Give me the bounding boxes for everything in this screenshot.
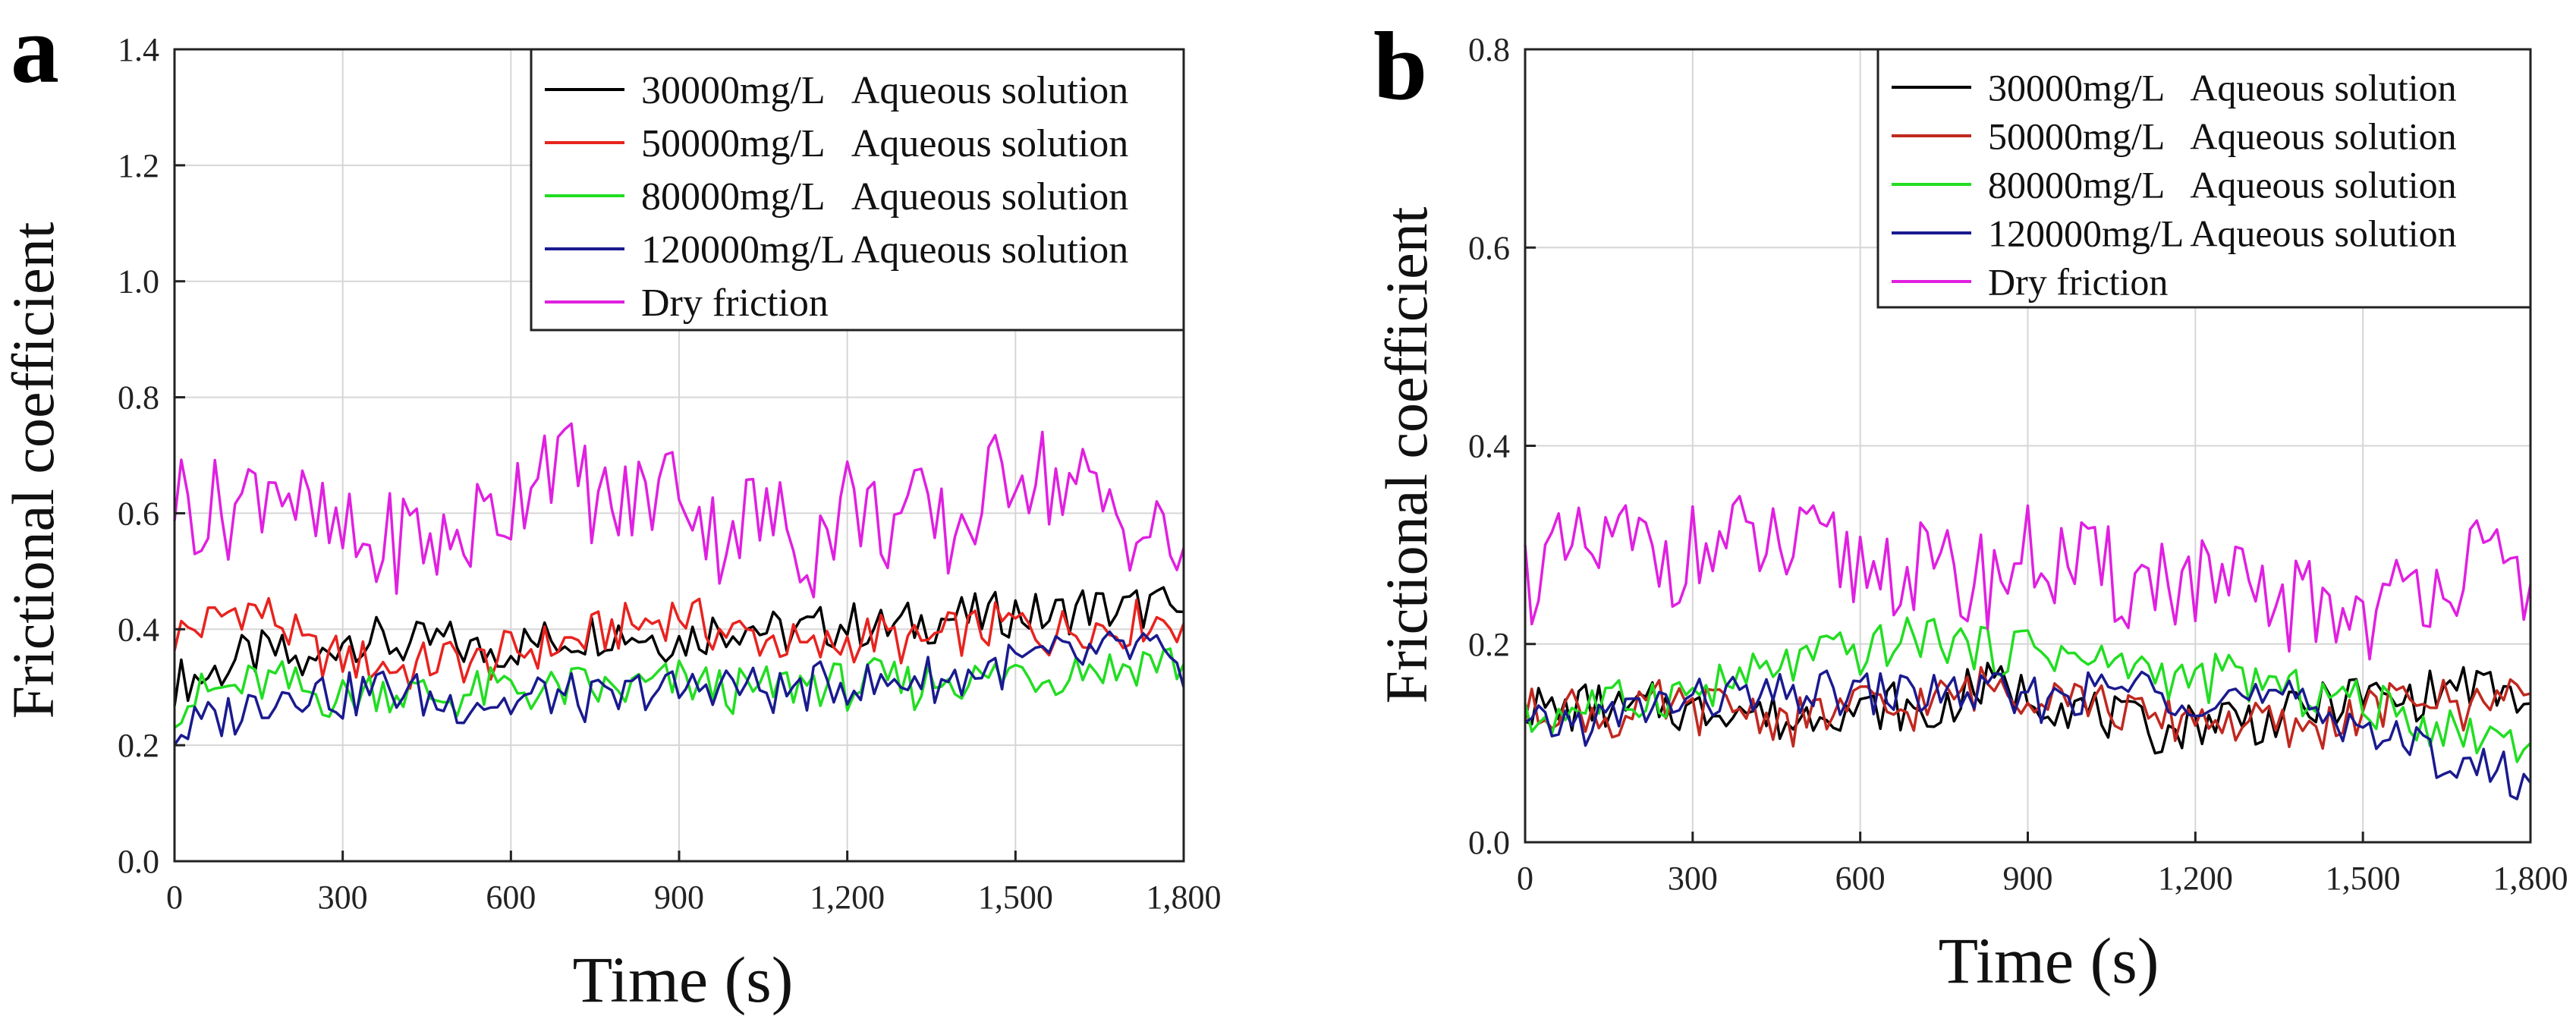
y-tick-label: 0.8 xyxy=(118,379,159,417)
x-tick-label: 600 xyxy=(1835,860,1886,897)
series-line xyxy=(174,647,1185,729)
y-tick-label: 0.6 xyxy=(118,495,159,532)
y-tick-label: 0.2 xyxy=(118,727,159,764)
x-tick-label: 600 xyxy=(486,879,536,916)
panel-letter-a: a xyxy=(11,0,59,103)
legend-label: Dry friction xyxy=(641,282,829,325)
legend-label: 50000mg/L Aqueous solution xyxy=(641,122,1128,165)
y-tick-label: 0.4 xyxy=(118,611,159,648)
series-group-b xyxy=(1524,495,2532,801)
x-tick-label: 900 xyxy=(2003,860,2053,897)
panel-a: a 0 300 600 900 1,200 1,500 1,8000.00.20.40.60… xyxy=(0,0,1222,1016)
series-line xyxy=(1524,495,2532,661)
legend-label: 30000mg/L Aqueous solution xyxy=(641,69,1128,112)
legend-b: 30000mg/L Aqueous solution 50000mg/L Aque… xyxy=(1876,48,2532,309)
y-tick-label: 0.0 xyxy=(1468,824,1510,861)
legend-label: 30000mg/L Aqueous solution xyxy=(1988,67,2457,109)
ticks-a: 0 300 600 900 1,200 1,500 1,800 0.0 0.2 0.4 0.6 0.8… xyxy=(118,31,1222,916)
y-axis-label-b: Frictional coefficient xyxy=(1373,206,1439,703)
x-tick-label: 0 xyxy=(1517,860,1533,897)
x-tick-label: 1,800 xyxy=(2493,860,2568,897)
legend-label: 80000mg/L Aqueous solution xyxy=(641,175,1128,219)
series-line xyxy=(1524,616,2532,763)
x-tick-label: 1,500 xyxy=(2326,860,2401,897)
series-line xyxy=(173,422,1185,599)
series-line xyxy=(173,630,1185,746)
y-tick-label: 1.2 xyxy=(118,147,159,184)
y-tick-label: 0.0 xyxy=(118,843,159,880)
x-tick-label: 1,200 xyxy=(810,879,885,916)
legend-box xyxy=(530,48,1185,332)
series-group-a xyxy=(173,422,1185,746)
x-tick-label: 0 xyxy=(166,879,183,916)
ticks-b: 0 300 600 900 1,200 1,500 1,800 0.0 0.2 0.4 0.6 0.8 xyxy=(1468,31,2568,897)
panel-letter-b: b xyxy=(1373,12,1427,120)
legend-label: 50000mg/L Aqueous solution xyxy=(1988,115,2457,158)
legend-label: 120000mg/L Aqueous solution xyxy=(641,228,1128,272)
x-tick-label: 1,800 xyxy=(1146,879,1222,916)
series-line xyxy=(173,596,1185,690)
legend-label: Dry friction xyxy=(1988,261,2168,304)
y-tick-label: 0.2 xyxy=(1468,626,1510,663)
y-tick-label: 1.4 xyxy=(118,31,159,68)
x-axis-label-b: Time (s) xyxy=(1939,924,2159,997)
x-tick-label: 1,200 xyxy=(2158,860,2233,897)
y-tick-label: 0.8 xyxy=(1468,31,1510,68)
y-tick-label: 1.0 xyxy=(118,263,159,300)
legend-label: 120000mg/L Aqueous solution xyxy=(1988,212,2457,255)
x-axis-label-a: Time (s) xyxy=(573,943,794,1016)
x-tick-label: 300 xyxy=(318,879,368,916)
series-line xyxy=(1524,669,2532,801)
legend-box xyxy=(1876,48,2532,309)
series-line xyxy=(173,586,1184,706)
legend-a: 30000mg/L Aqueous solution 50000mg/L Aque… xyxy=(530,48,1185,332)
y-tick-label: 0.4 xyxy=(1468,428,1510,465)
legend-label: 80000mg/L Aqueous solution xyxy=(1988,164,2457,206)
x-tick-label: 300 xyxy=(1668,860,1718,897)
y-tick-label: 0.6 xyxy=(1468,229,1510,266)
x-tick-label: 900 xyxy=(654,879,704,916)
panel-b: b 0 300 600 900 1,200 1,500 1,8000.00.20.40.60… xyxy=(1373,12,2568,997)
x-tick-label: 1,500 xyxy=(978,879,1053,916)
y-axis-label-a: Frictional coefficient xyxy=(0,222,66,719)
